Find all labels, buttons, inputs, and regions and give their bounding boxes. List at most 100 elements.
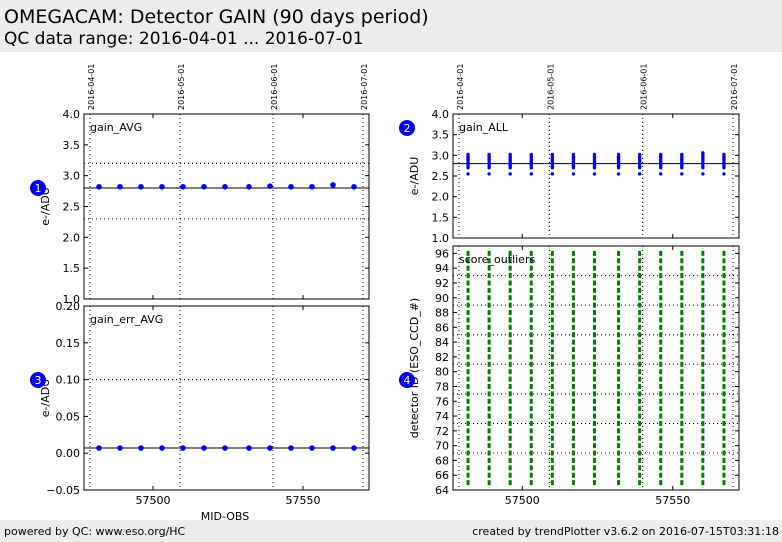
gain_all-point-low bbox=[701, 172, 705, 176]
gain_err_avg-xtick-label: 57500 bbox=[136, 494, 171, 507]
gain_err_avg-point bbox=[351, 445, 357, 451]
gain_all-point bbox=[550, 152, 555, 157]
score_outliers-point bbox=[466, 339, 470, 345]
score_outliers-point bbox=[680, 428, 684, 434]
score_outliers-point bbox=[617, 465, 621, 471]
gain_err_avg-point bbox=[201, 445, 207, 451]
score_outliers-point bbox=[701, 435, 705, 441]
score_outliers-point bbox=[592, 383, 596, 389]
score_outliers-point bbox=[680, 347, 684, 353]
score_outliers-point bbox=[529, 347, 533, 353]
gain_err_avg-point bbox=[267, 445, 273, 451]
score_outliers-point bbox=[487, 465, 491, 471]
score_outliers-point bbox=[529, 480, 533, 486]
score_outliers-point bbox=[617, 287, 621, 293]
score_outliers-point bbox=[550, 443, 554, 449]
gain_all-point bbox=[529, 152, 533, 157]
gain_all-point bbox=[680, 152, 684, 157]
gain_err_avg-point bbox=[222, 445, 228, 451]
score_outliers-point bbox=[617, 302, 621, 308]
score_outliers-point bbox=[701, 258, 705, 264]
score_outliers-point bbox=[550, 250, 554, 256]
score_outliers-point bbox=[701, 383, 705, 389]
score_outliers-point bbox=[659, 450, 663, 456]
score_outliers-point bbox=[617, 273, 621, 279]
score_outliers-point bbox=[466, 465, 470, 471]
gain_all-point bbox=[466, 152, 470, 157]
gain_all-point bbox=[487, 152, 491, 157]
score_outliers-point bbox=[680, 391, 684, 397]
gain_avg-panel-label: gain_AVG bbox=[90, 121, 142, 134]
score_outliers-point bbox=[466, 265, 470, 271]
score_outliers-point bbox=[571, 258, 575, 264]
score_outliers-point bbox=[487, 413, 491, 419]
score_outliers-point bbox=[550, 369, 554, 375]
score_outliers-point bbox=[638, 310, 642, 316]
score_outliers-point bbox=[508, 465, 512, 471]
score_outliers-point bbox=[592, 361, 596, 367]
score_outliers-point bbox=[466, 420, 470, 426]
score_outliers-point bbox=[508, 413, 512, 419]
score_outliers-point bbox=[617, 339, 621, 345]
score_outliers-point bbox=[529, 472, 533, 478]
gain_err_avg-panel-label: gain_err_AVG bbox=[90, 313, 163, 326]
gain_all-ytick-label: 1.5 bbox=[432, 211, 450, 224]
score_outliers-point bbox=[659, 258, 663, 264]
score_outliers-point bbox=[722, 258, 726, 264]
score_outliers-point bbox=[680, 302, 684, 308]
gain_all-ytick-label: 2.0 bbox=[432, 191, 450, 204]
gain_avg-badge-number: 1 bbox=[35, 182, 42, 195]
score_outliers-point bbox=[487, 391, 491, 397]
score_outliers-point bbox=[571, 280, 575, 286]
score_outliers-point bbox=[680, 369, 684, 375]
score_outliers-point bbox=[466, 280, 470, 286]
score_outliers-point bbox=[508, 347, 512, 353]
score_outliers-point bbox=[508, 287, 512, 293]
score_outliers-point bbox=[508, 383, 512, 389]
score_outliers-point bbox=[508, 398, 512, 404]
score_outliers-point bbox=[550, 302, 554, 308]
score_outliers-point bbox=[571, 443, 575, 449]
gain_all-point-low bbox=[571, 172, 576, 176]
score_outliers-point bbox=[722, 354, 726, 360]
score_outliers-point bbox=[508, 457, 512, 463]
score_outliers-point bbox=[592, 347, 596, 353]
score_outliers-point bbox=[487, 420, 491, 426]
gain_all-badge-number: 2 bbox=[404, 122, 411, 135]
score_outliers-point bbox=[592, 295, 596, 301]
score_outliers-point bbox=[529, 383, 533, 389]
gain_avg-date-label: 2016-04-01 bbox=[87, 64, 96, 111]
gain_all-point bbox=[701, 151, 705, 155]
score_outliers-point bbox=[722, 391, 726, 397]
score_outliers-point bbox=[722, 273, 726, 279]
score_outliers-point bbox=[680, 435, 684, 441]
score_outliers-point bbox=[638, 413, 642, 419]
score_outliers-point bbox=[508, 472, 512, 478]
score_outliers-point bbox=[466, 324, 470, 330]
score_outliers-point bbox=[701, 369, 705, 375]
score_outliers-point bbox=[701, 265, 705, 271]
gain_err_avg-ytick-label: 0.10 bbox=[56, 374, 81, 387]
score_outliers-point bbox=[550, 361, 554, 367]
score_outliers-point bbox=[701, 302, 705, 308]
gain_all-point-low bbox=[680, 172, 684, 176]
score_outliers-point bbox=[571, 391, 575, 397]
score_outliers-point bbox=[550, 457, 554, 463]
score_outliers-point bbox=[617, 295, 621, 301]
score_outliers-point bbox=[659, 361, 663, 367]
gain_all-date-label: 2016-07-01 bbox=[730, 64, 739, 111]
gain_all-ytick-label: 4.0 bbox=[432, 108, 450, 121]
score_outliers-point bbox=[592, 369, 596, 375]
gain_err_avg-xtick-label: 57550 bbox=[286, 494, 321, 507]
score_outliers-point bbox=[638, 450, 642, 456]
gain_avg-date-label: 2016-05-01 bbox=[177, 64, 186, 111]
gain_err_avg-ytick-label: 0.15 bbox=[56, 337, 81, 350]
score_outliers-point bbox=[529, 339, 533, 345]
score_outliers-point bbox=[592, 480, 596, 486]
footer-bar: powered by QC: www.eso.org/HC created by… bbox=[0, 520, 782, 542]
score_outliers-point bbox=[701, 480, 705, 486]
score_outliers-point bbox=[466, 435, 470, 441]
score_outliers-point bbox=[571, 480, 575, 486]
score_outliers-point bbox=[659, 265, 663, 271]
gain_avg-ytick-label: 2.0 bbox=[63, 231, 81, 244]
